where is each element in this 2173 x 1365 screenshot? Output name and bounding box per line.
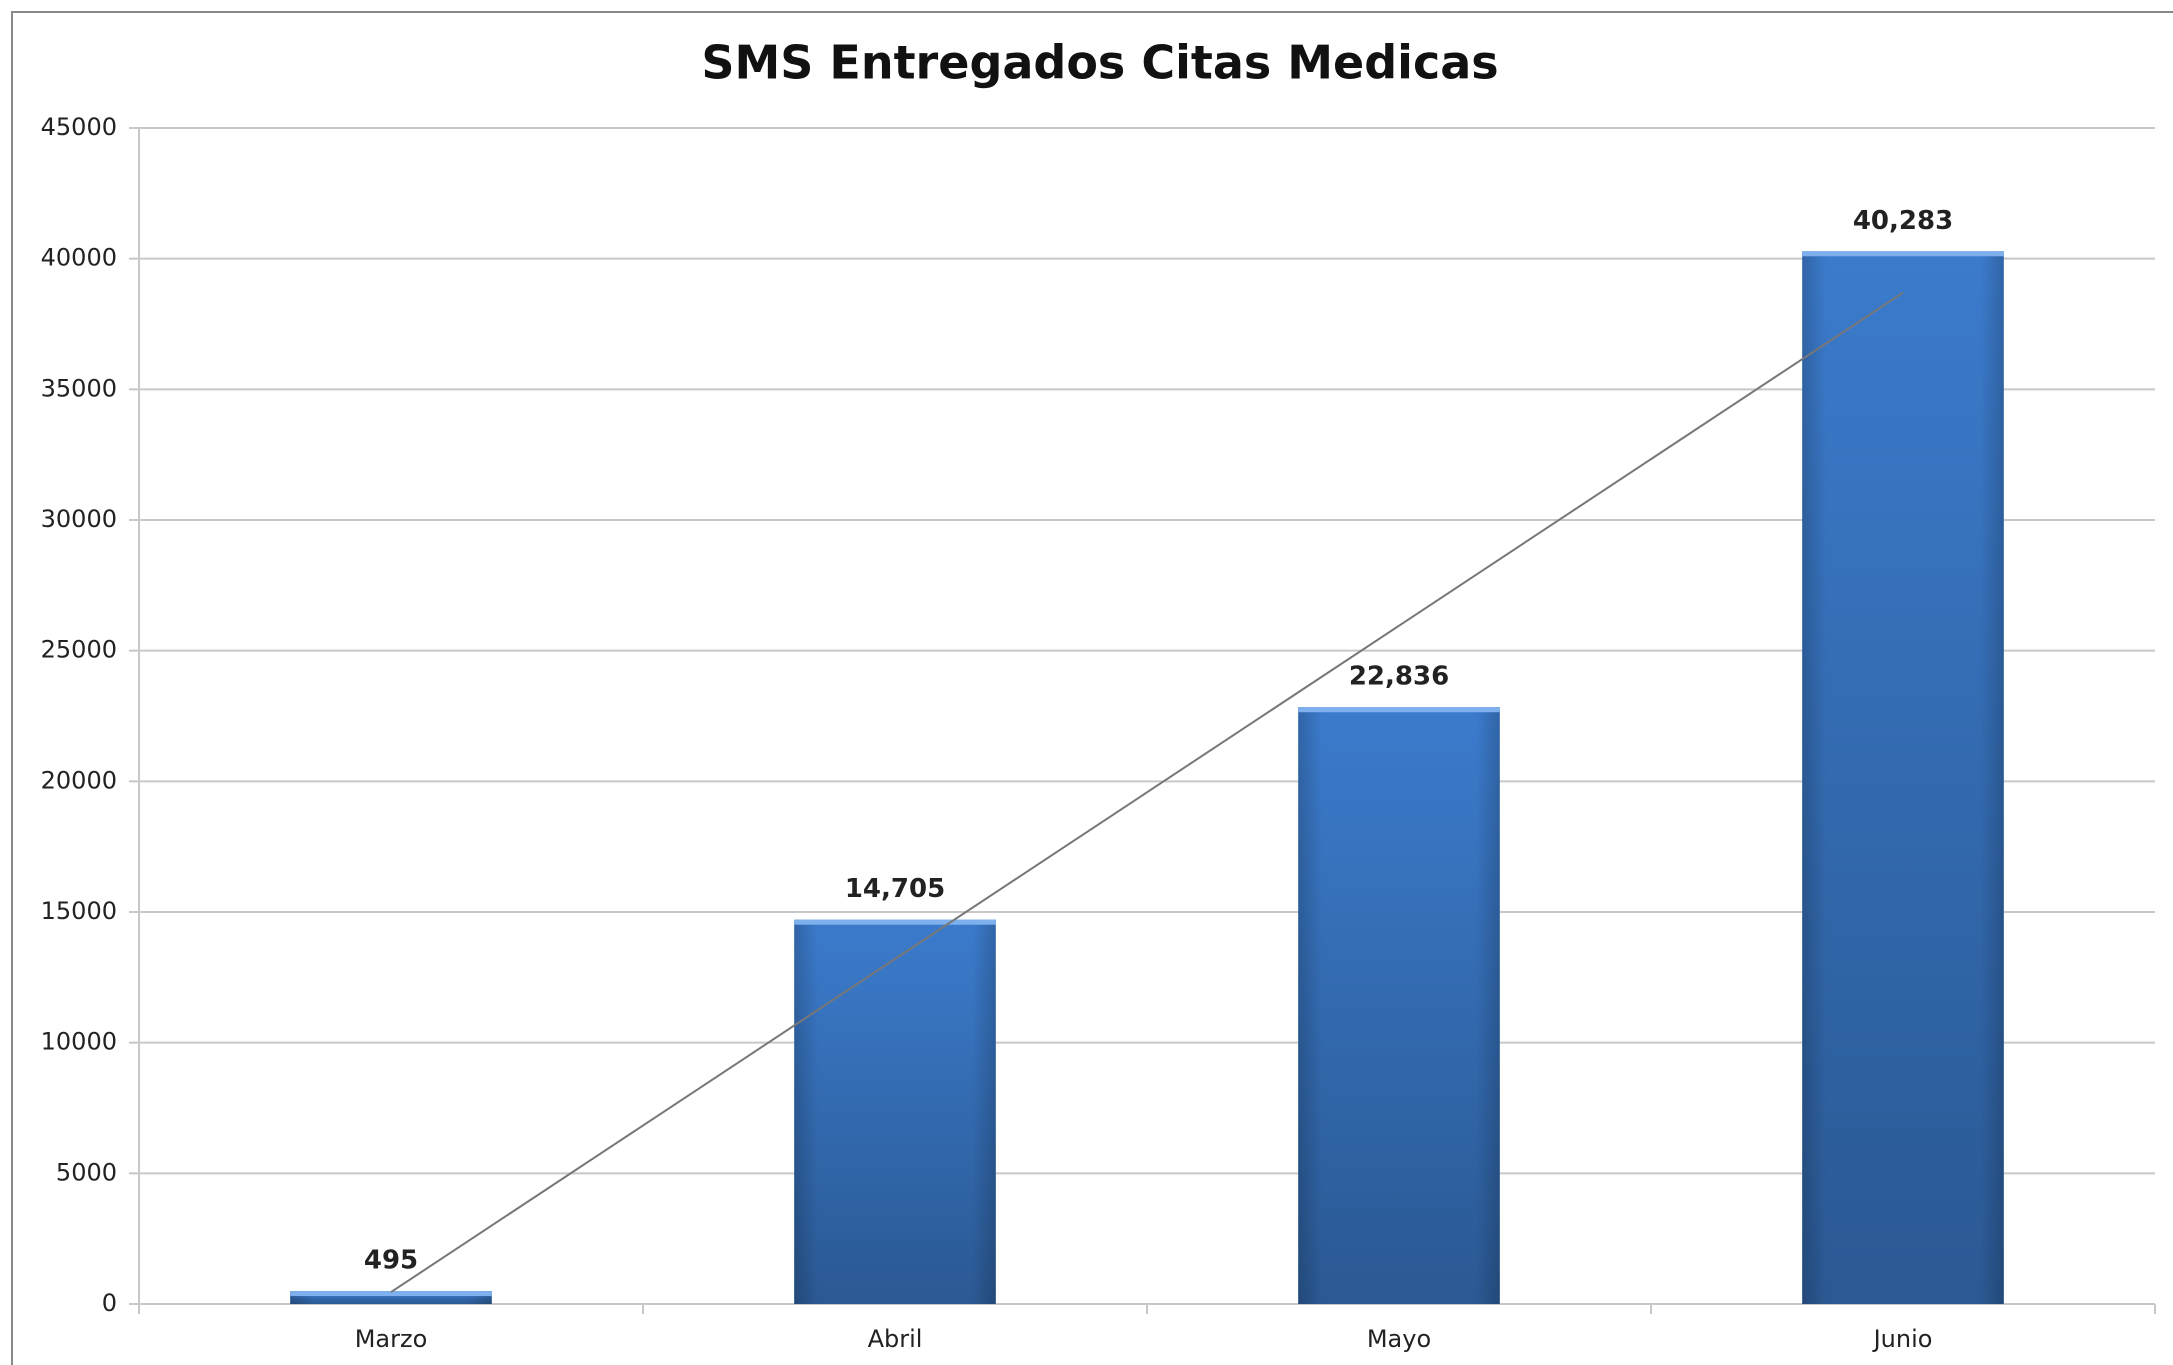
bar-edge [1298, 707, 1500, 1304]
bar-top [290, 1291, 492, 1297]
bar-top [1802, 251, 2004, 257]
y-tick-label: 20000 [41, 766, 117, 794]
y-tick-label: 45000 [41, 113, 117, 141]
bar-edge [794, 919, 996, 1304]
y-tick-label: 10000 [41, 1028, 117, 1056]
bar-edge [1802, 251, 2004, 1304]
y-tick-label: 25000 [41, 636, 117, 664]
y-tick-label: 15000 [41, 897, 117, 925]
x-tick-label: Abril [868, 1325, 923, 1353]
y-tick-label: 35000 [41, 374, 117, 402]
value-label: 22,836 [1349, 662, 1449, 692]
y-tick-label: 40000 [41, 244, 117, 272]
value-label: 495 [364, 1246, 418, 1276]
value-label: 40,283 [1853, 206, 1953, 236]
trendline [390, 291, 1904, 1293]
bar-top [1298, 707, 1500, 713]
x-tick-label: Marzo [355, 1325, 428, 1353]
value-label: 14,705 [845, 874, 945, 904]
x-tick-label: Mayo [1367, 1325, 1431, 1353]
bar-top [794, 919, 996, 925]
y-tick-label: 30000 [41, 505, 117, 533]
x-tick-label: Junio [1872, 1325, 1933, 1353]
chart-title: SMS Entregados Citas Medicas [701, 36, 1498, 90]
y-tick-label: 0 [102, 1289, 117, 1317]
y-tick-label: 5000 [56, 1158, 117, 1186]
